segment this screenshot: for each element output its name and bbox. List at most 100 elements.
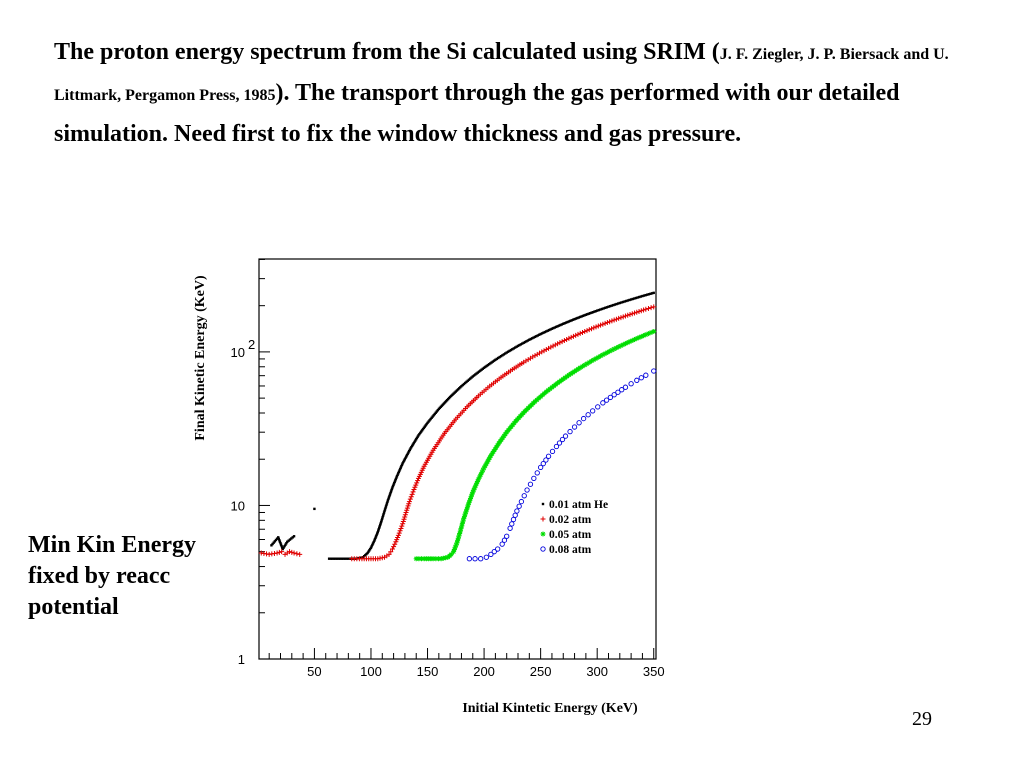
data-point: [405, 455, 408, 458]
data-point: [643, 372, 649, 378]
data-point: [475, 476, 481, 482]
data-point: [477, 474, 483, 480]
data-point: [541, 348, 547, 354]
data-point: [616, 315, 622, 321]
data-point: [455, 538, 461, 544]
x-tick-label: 300: [586, 664, 608, 679]
data-point: [434, 411, 437, 414]
data-point: [519, 360, 525, 366]
data-point: [539, 349, 545, 355]
data-point: [644, 293, 647, 297]
data-point: [609, 318, 615, 324]
data-point: [427, 420, 430, 423]
data-point: [485, 364, 488, 368]
legend-label: 0.02 atm: [549, 514, 592, 526]
title-continuation: ). The transport through the gas perform…: [54, 80, 900, 147]
data-point: [545, 453, 552, 459]
data-point: [620, 342, 626, 348]
data-point: [380, 517, 384, 521]
data-point: [270, 544, 273, 547]
data-point: [274, 538, 278, 542]
data-point: [553, 326, 556, 329]
data-point: [369, 546, 373, 549]
data-point: [460, 518, 466, 524]
data-point: [575, 366, 581, 372]
data-point: [406, 452, 409, 456]
data-point: [484, 365, 487, 369]
data-point: [455, 535, 461, 541]
legend-item: 0.02 atm: [540, 514, 592, 526]
data-point: [412, 484, 418, 490]
data-point: [281, 547, 284, 551]
data-point: [583, 314, 586, 317]
data-point: [532, 336, 535, 339]
data-point: [634, 335, 640, 341]
data-point: [378, 525, 381, 528]
data-point: [645, 305, 651, 311]
data-point: [549, 328, 552, 331]
y-tick-exponent: 2: [248, 337, 255, 352]
data-point: [335, 557, 339, 560]
data-point: [365, 552, 368, 556]
data-point: [414, 438, 418, 441]
data-point: [370, 545, 373, 548]
data-point: [539, 332, 542, 336]
x-tick-label: 50: [307, 664, 321, 679]
data-point: [313, 507, 316, 511]
data-point: [642, 294, 646, 297]
data-point: [553, 443, 560, 450]
data-point: [403, 458, 407, 461]
data-point: [611, 346, 617, 352]
data-point: [388, 494, 391, 498]
data-point: [496, 376, 502, 382]
data-point: [638, 375, 644, 381]
data-point: [634, 377, 640, 383]
data-point: [292, 535, 296, 538]
data-point: [591, 311, 595, 314]
data-point: [384, 506, 387, 510]
data-point: [381, 514, 385, 517]
data-point: [280, 546, 284, 549]
data-point: [278, 540, 282, 543]
data-point: [618, 343, 624, 349]
data-point: [374, 536, 377, 540]
data-point: [559, 323, 562, 327]
data-point: [471, 487, 477, 493]
data-point: [586, 313, 589, 316]
data-point: [475, 372, 478, 375]
data-point: [648, 330, 654, 336]
data-point: [525, 340, 528, 343]
data-point: [297, 551, 303, 557]
data-point: [527, 481, 534, 487]
data-point: [616, 302, 620, 305]
data-point: [367, 550, 370, 553]
data-point: [507, 525, 513, 531]
data-point: [512, 512, 518, 518]
legend-label: 0.01 atm He: [549, 499, 608, 511]
data-point: [264, 551, 270, 557]
data-point: [501, 537, 508, 543]
data-point: [482, 366, 486, 369]
data-point: [604, 320, 610, 326]
data-point: [331, 557, 334, 560]
data-point: [428, 419, 431, 422]
data-point: [461, 516, 467, 522]
data-point: [607, 305, 610, 308]
data-point: [521, 342, 524, 345]
data-point: [511, 348, 514, 351]
data-point: [491, 360, 495, 363]
data-point: [628, 381, 634, 387]
data-point: [546, 329, 549, 332]
data-point: [465, 502, 471, 508]
data-point: [377, 528, 380, 531]
data-point: [337, 557, 340, 560]
data-point: [277, 537, 280, 540]
data-point: [579, 329, 585, 335]
data-point: [571, 424, 578, 430]
data-point: [521, 493, 527, 499]
data-point: [499, 541, 505, 547]
data-point: [279, 543, 283, 546]
data-point: [602, 351, 608, 357]
data-point: [360, 556, 363, 559]
data-point: [402, 514, 408, 520]
